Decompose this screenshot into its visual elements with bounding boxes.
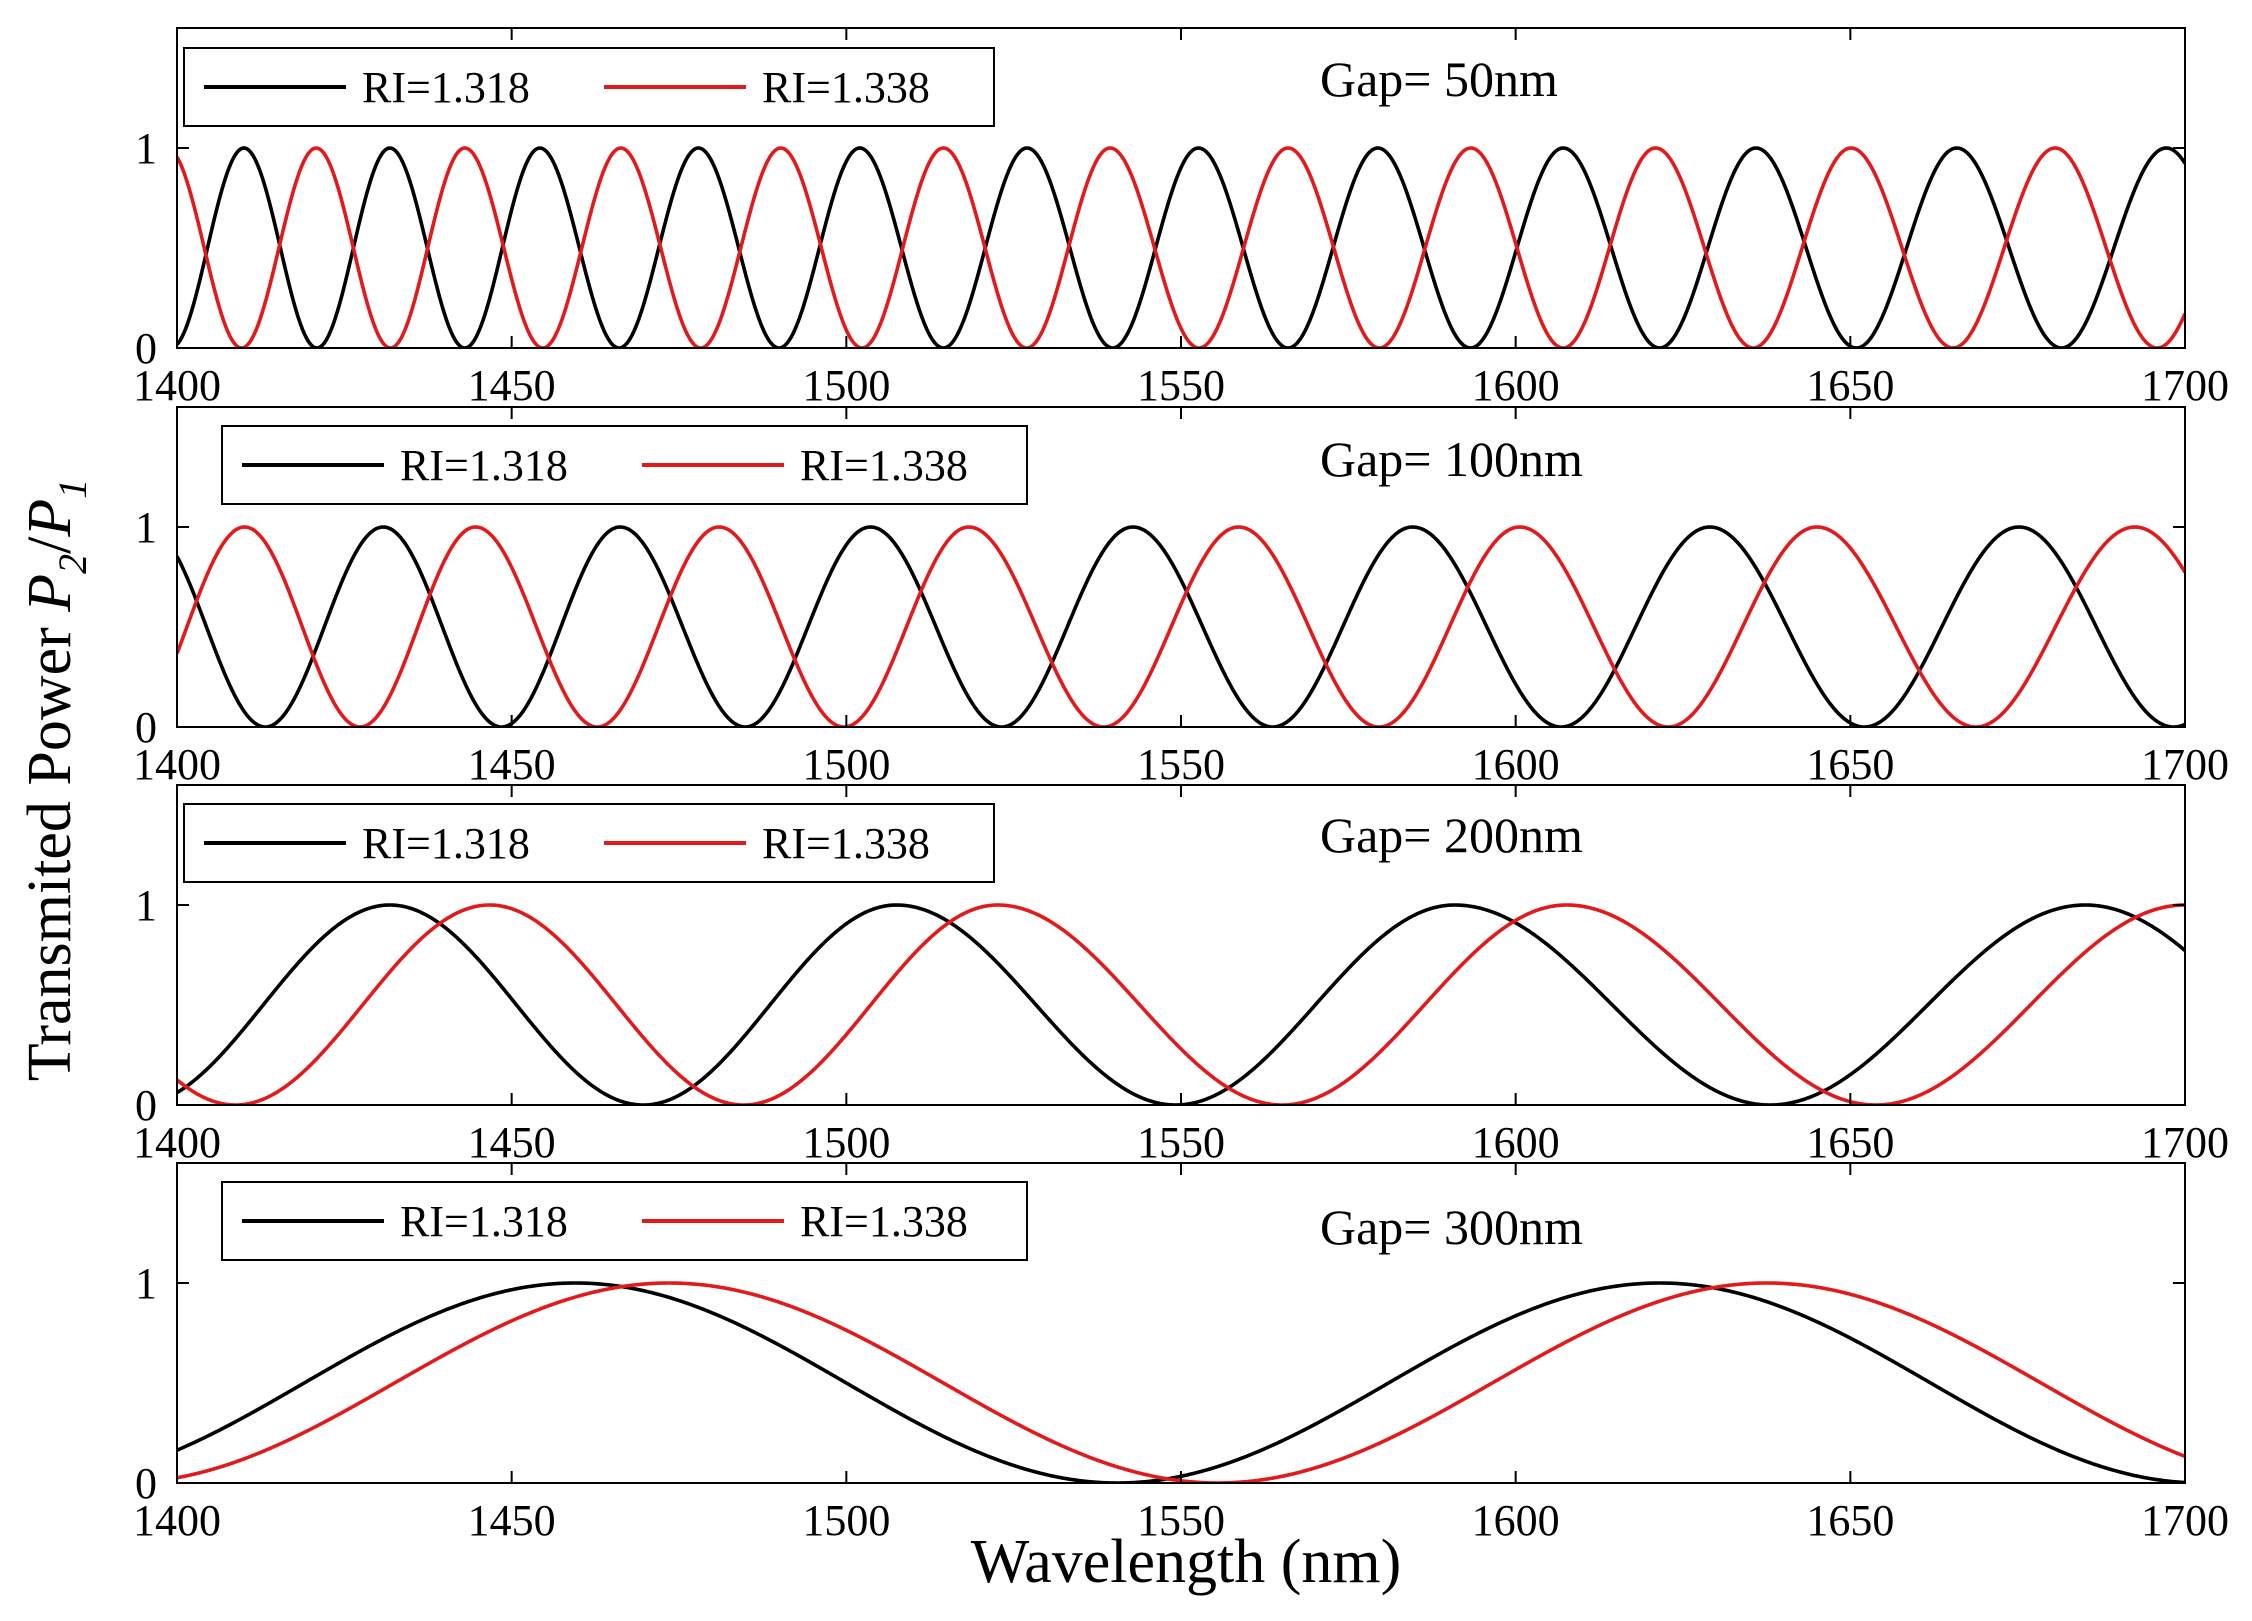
x-tick-label: 1500 [802,361,890,410]
y-tick-label: 1 [135,124,157,173]
x-tick-label: 1500 [802,740,890,789]
x-tick-label: 1700 [2141,1496,2229,1545]
series-line-ri-1338 [177,525,2185,727]
x-tick-label: 1450 [468,1118,556,1167]
x-tick-label: 1700 [2141,740,2229,789]
x-tick-label: 1450 [468,1496,556,1545]
x-axis-label: Wavelength (nm) [971,1528,1402,1596]
x-tick-label: 1550 [1137,361,1225,410]
gap-annotation: Gap= 200nm [1320,807,1583,863]
y-tick-label: 0 [135,324,157,373]
legend-label: RI=1.338 [762,819,930,868]
x-tick-label: 1400 [133,1118,221,1167]
x-tick-label: 1650 [1806,361,1894,410]
legend-label: RI=1.318 [400,441,568,490]
x-tick-label: 1600 [1472,361,1560,410]
x-tick-label: 1400 [133,740,221,789]
x-tick-label: 1650 [1806,1118,1894,1167]
x-tick-label: 1450 [468,740,556,789]
x-tick-label: 1600 [1472,1496,1560,1545]
y-tick-label: 1 [135,1259,157,1308]
legend-box [183,803,995,883]
x-tick-label: 1550 [1137,1496,1225,1545]
series-line-ri-1318 [177,525,2185,727]
gap-annotation: Gap= 100nm [1320,431,1583,487]
legend: RI=1.318 RI=1.338 [183,47,995,127]
legend-label: RI=1.318 [400,1197,568,1246]
x-tick-label: 1400 [133,1496,221,1545]
x-tick-label: 1600 [1472,1118,1560,1167]
legend: RI=1.318 RI=1.338 [183,803,995,883]
gap-annotation: Gap= 50nm [1320,51,1558,107]
gap-annotation: Gap= 300nm [1320,1199,1583,1255]
series-line-ri-1338 [177,903,2185,1105]
x-tick-label: 1600 [1472,740,1560,789]
legend-label: RI=1.338 [800,441,968,490]
legend-label: RI=1.338 [800,1197,968,1246]
x-tick-label: 1450 [468,361,556,410]
y-tick-label: 1 [135,503,157,552]
series-line-ri-1338 [177,146,2185,348]
y-tick-label: 0 [135,1081,157,1130]
legend: RI=1.318 RI=1.338 [221,425,1028,505]
series-line-ri-1318 [177,903,2185,1105]
legend-label: RI=1.318 [362,63,530,112]
legend-label: RI=1.338 [762,63,930,112]
legend-label: RI=1.318 [362,819,530,868]
y-tick-label: 0 [135,1459,157,1508]
x-tick-label: 1500 [802,1118,890,1167]
x-tick-label: 1650 [1806,1496,1894,1545]
series-line-ri-1318 [177,1281,2185,1483]
x-tick-label: 1550 [1137,740,1225,789]
series-line-ri-1338 [177,1281,2185,1483]
x-tick-label: 1700 [2141,361,2229,410]
y-tick-label: 1 [135,881,157,930]
x-tick-label: 1500 [802,1496,890,1545]
x-tick-label: 1550 [1137,1118,1225,1167]
y-tick-label: 0 [135,703,157,752]
series-line-ri-1318 [177,146,2185,348]
x-tick-label: 1650 [1806,740,1894,789]
x-tick-label: 1700 [2141,1118,2229,1167]
x-tick-label: 1400 [133,361,221,410]
y-axis-label: Transmited Power P2/P1 [16,479,95,1082]
legend: RI=1.318 RI=1.338 [221,1181,1028,1261]
